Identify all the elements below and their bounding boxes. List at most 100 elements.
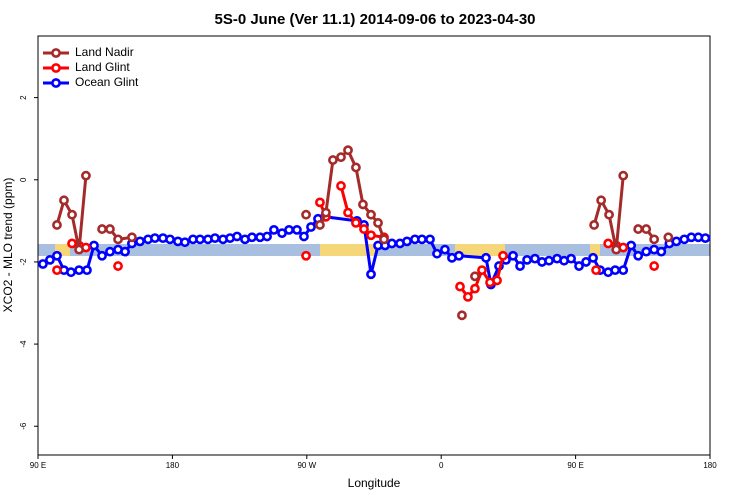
data-point <box>508 250 518 261</box>
data-point <box>588 252 598 263</box>
x-tick-label: 180 <box>703 461 717 470</box>
y-tick-label: 2 <box>19 95 28 100</box>
data-point <box>663 232 674 243</box>
data-point <box>343 207 353 218</box>
data-point <box>358 199 368 210</box>
data-point <box>379 234 389 245</box>
data-point <box>581 257 591 267</box>
data-point <box>440 244 450 255</box>
data-point <box>641 224 652 234</box>
data-point <box>52 265 62 276</box>
data-point <box>544 255 554 266</box>
legend-label: Land Nadir <box>75 45 134 59</box>
plot-frame <box>37 35 711 456</box>
data-point <box>470 271 480 282</box>
data-point <box>292 224 302 235</box>
data-point <box>247 232 257 243</box>
data-point <box>603 238 614 249</box>
data-point <box>618 265 629 276</box>
data-point <box>150 233 160 244</box>
data-point <box>336 152 346 163</box>
data-point <box>591 265 601 276</box>
background-band-segment <box>455 244 505 256</box>
chart-title: 5S-0 June (Ver 11.1) 2014-09-06 to 2023-… <box>214 11 535 28</box>
x-tick-label: 90 E <box>30 461 46 470</box>
data-point <box>470 283 480 294</box>
data-point <box>574 261 584 271</box>
data-point <box>135 236 145 247</box>
y-tick-label: 0 <box>19 177 28 182</box>
legend-marker <box>51 63 61 73</box>
x-tick-label: 180 <box>166 461 180 470</box>
data-point <box>321 207 331 218</box>
data-point <box>336 181 346 191</box>
data-point <box>97 224 107 234</box>
data-point <box>328 155 338 165</box>
data-point <box>455 281 465 292</box>
data-point <box>315 220 325 230</box>
data-point <box>626 240 637 251</box>
data-point <box>618 170 629 181</box>
data-point <box>498 250 508 261</box>
y-tick-label: -2 <box>19 258 28 266</box>
data-point <box>232 231 242 242</box>
data-point <box>454 250 464 261</box>
data-point <box>402 236 412 247</box>
x-tick-label: 90 E <box>567 461 583 470</box>
data-point <box>492 275 502 286</box>
data-point <box>343 145 353 156</box>
y-axis-label: XCO2 - MLO trend (ppm) <box>1 178 15 313</box>
legend-marker <box>51 78 61 88</box>
data-point <box>432 248 442 259</box>
data-point <box>641 246 652 257</box>
data-point <box>45 254 55 265</box>
legend-label: Land Glint <box>75 60 130 74</box>
data-point <box>457 310 467 321</box>
legend-marker <box>51 48 61 58</box>
data-point <box>262 231 272 242</box>
data-point <box>425 234 435 245</box>
data-point <box>417 234 427 245</box>
data-point <box>611 244 622 255</box>
data-point <box>373 218 383 228</box>
y-tick-label: -6 <box>19 422 28 430</box>
data-point <box>604 209 614 220</box>
data-point <box>210 233 220 244</box>
data-point <box>81 170 91 181</box>
data-point <box>67 209 77 220</box>
data-point <box>299 231 309 242</box>
data-point <box>52 250 62 261</box>
data-point <box>610 265 621 276</box>
data-point <box>113 261 123 271</box>
data-point <box>671 236 682 247</box>
data-point <box>195 234 205 245</box>
data-point <box>97 250 107 261</box>
data-point <box>515 261 525 271</box>
data-point <box>656 246 667 257</box>
data-point <box>481 252 491 263</box>
background-band-segment <box>590 244 600 256</box>
x-tick-label: 90 W <box>297 461 316 470</box>
data-point <box>366 269 376 280</box>
data-point <box>180 237 190 248</box>
data-point <box>105 224 115 234</box>
data-point <box>649 261 660 271</box>
data-point <box>387 238 397 249</box>
background-band-segment <box>320 244 375 256</box>
y-tick-label: -4 <box>19 340 28 348</box>
x-tick-label: 0 <box>439 461 444 470</box>
data-point <box>359 224 369 234</box>
data-point <box>105 246 115 257</box>
data-point <box>301 250 311 261</box>
data-point <box>74 244 84 255</box>
data-point <box>366 230 376 241</box>
data-point <box>89 240 99 251</box>
data-point <box>463 291 473 302</box>
data-point <box>52 220 62 230</box>
data-point <box>596 195 607 206</box>
data-point <box>633 224 644 234</box>
data-point <box>127 232 137 243</box>
data-point <box>82 265 92 276</box>
x-axis-label: Longitude <box>348 476 401 490</box>
data-point <box>522 254 532 265</box>
